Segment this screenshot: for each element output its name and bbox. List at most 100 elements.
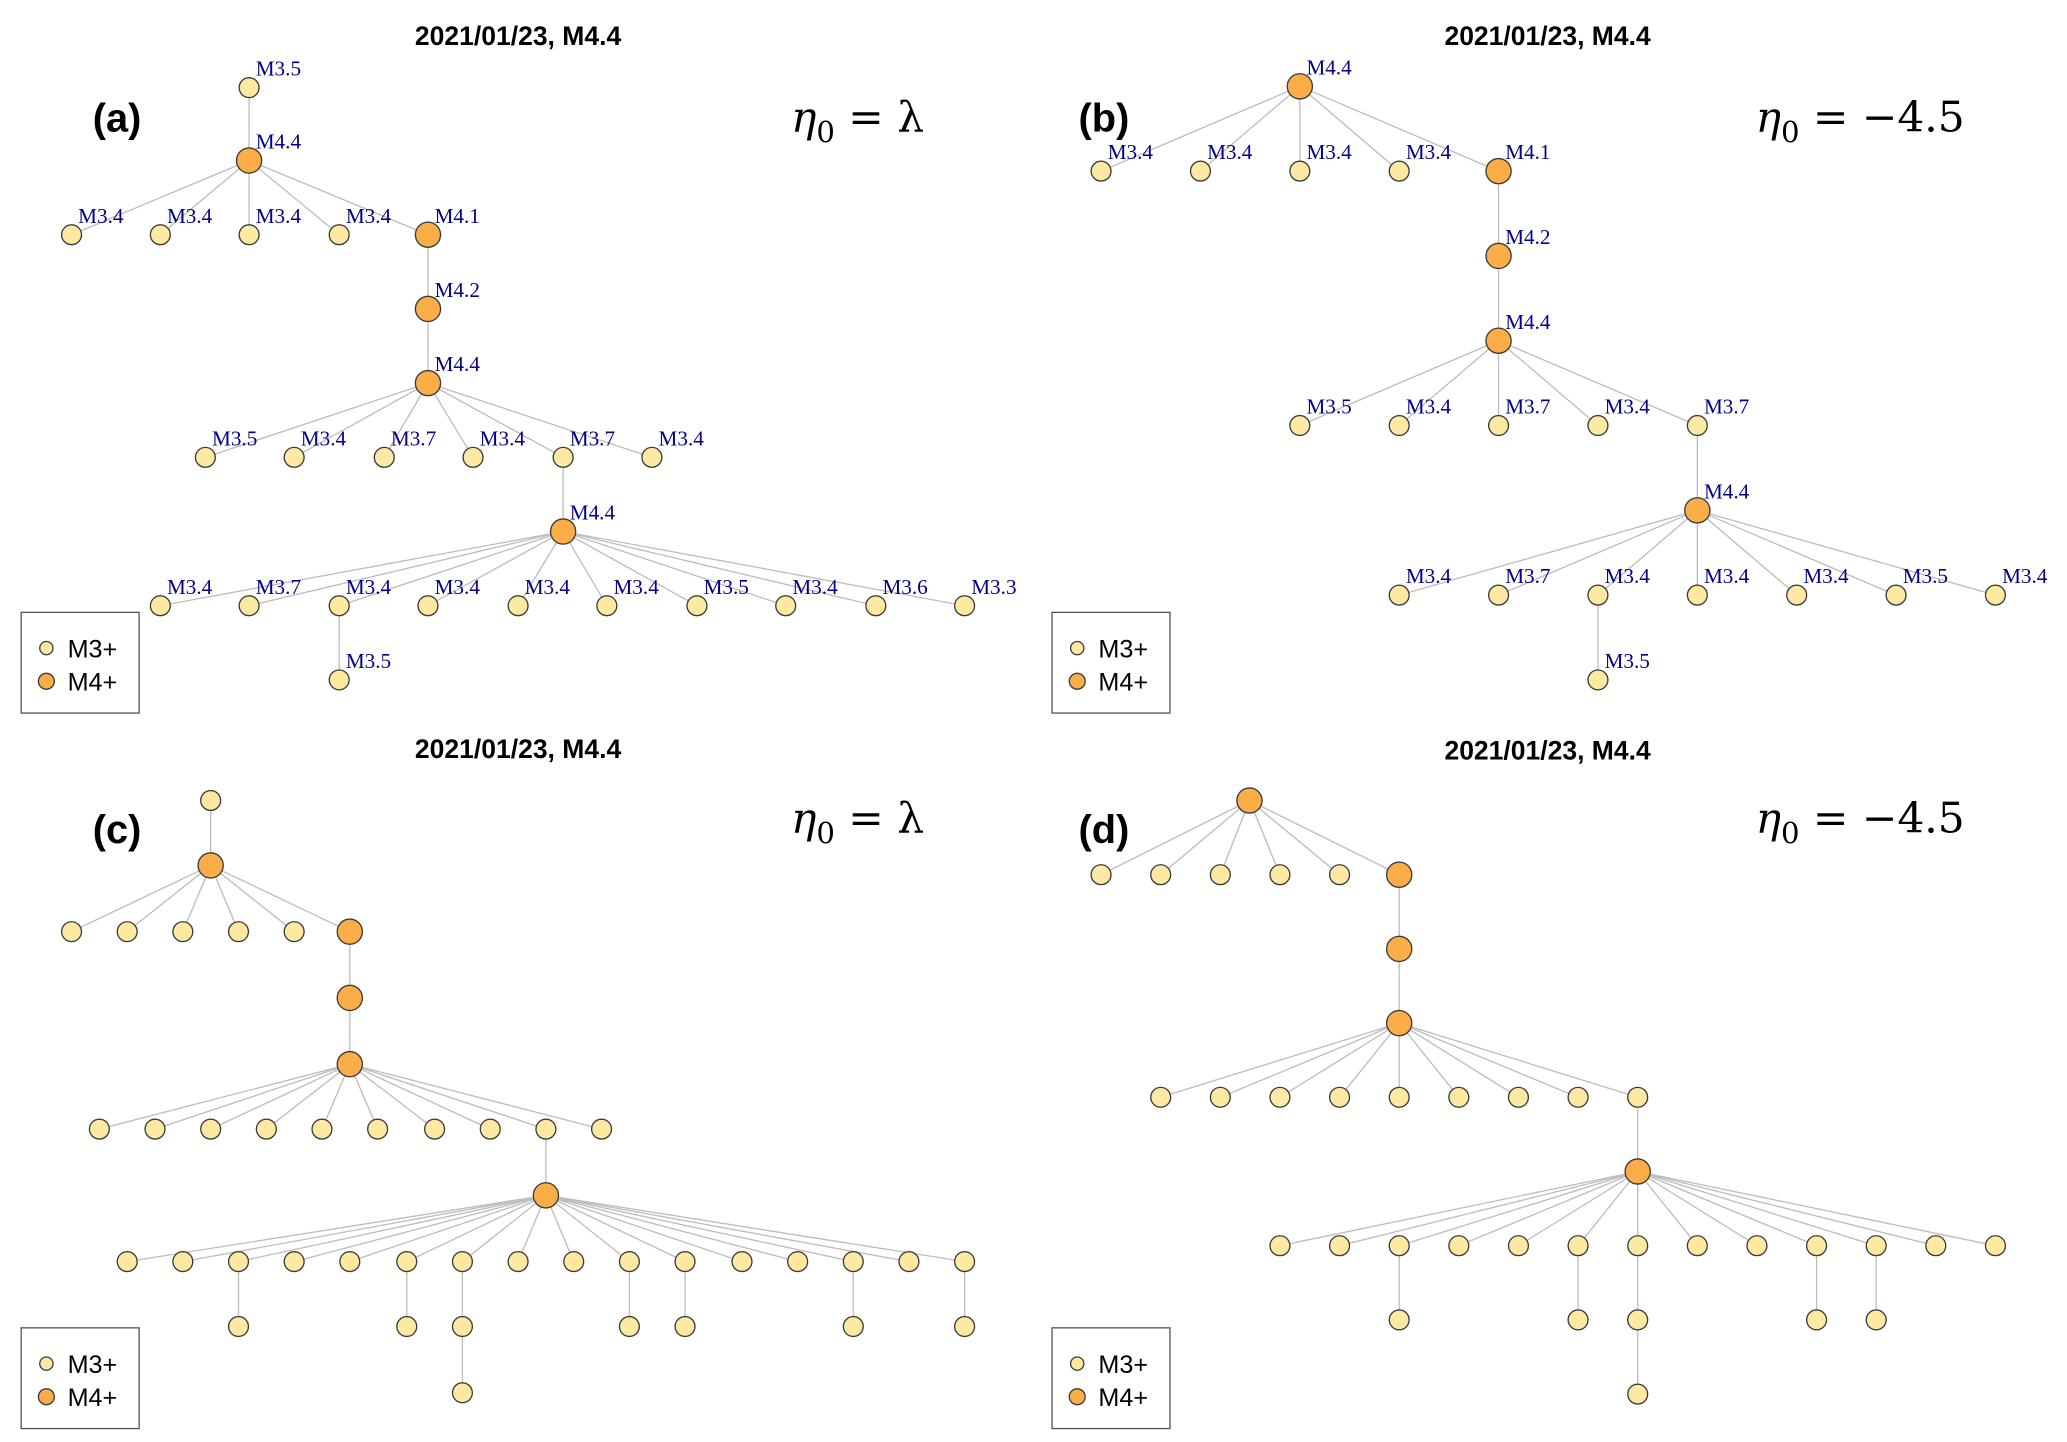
magnitude-label: M3.4 bbox=[1406, 140, 1452, 164]
tree-edge bbox=[406, 1194, 547, 1263]
legend-marker bbox=[1069, 1356, 1085, 1371]
event-node-m3 bbox=[1805, 1235, 1828, 1257]
tree-edge bbox=[127, 1194, 547, 1263]
event-node-m3 bbox=[227, 921, 250, 943]
eta-equation: η0 = −4.5 bbox=[1756, 92, 1965, 149]
event-node-m3 bbox=[172, 921, 194, 943]
panel-label: (c) bbox=[93, 808, 142, 852]
eta-subscript: 0 bbox=[1781, 115, 1800, 149]
event-node-m3 bbox=[590, 1118, 613, 1140]
tree-edge bbox=[265, 1063, 351, 1130]
eta-value: = −4.5 bbox=[1813, 793, 1965, 842]
eta-subscript: 0 bbox=[816, 115, 835, 149]
tree-edge bbox=[1299, 85, 1499, 172]
event-node-m3 bbox=[227, 1315, 250, 1338]
tree-edge bbox=[293, 382, 429, 458]
magnitude-label: M3.5 bbox=[1605, 649, 1650, 673]
event-node-m3 bbox=[200, 1118, 222, 1140]
eta-value: = λ bbox=[848, 92, 924, 141]
nodes bbox=[60, 789, 976, 1404]
tree-edge bbox=[1637, 1170, 1758, 1247]
event-node-m4 bbox=[1485, 327, 1512, 354]
event-node-m3 bbox=[451, 1251, 474, 1273]
event-node-m3 bbox=[1487, 414, 1510, 437]
event-node-m4 bbox=[336, 1050, 364, 1078]
magnitude-label: M3.4 bbox=[659, 426, 705, 450]
tree-edge bbox=[126, 864, 212, 933]
legend-entry: M3+ bbox=[68, 635, 118, 663]
edges bbox=[71, 87, 965, 680]
magnitude-label: M4.1 bbox=[1505, 140, 1550, 164]
event-node-m3 bbox=[283, 921, 305, 943]
event-node-m4 bbox=[1236, 787, 1263, 814]
event-node-m3 bbox=[674, 1251, 696, 1273]
magnitude-label: M3.7 bbox=[391, 426, 436, 450]
event-node-m3 bbox=[1587, 669, 1609, 691]
tree-edge bbox=[1399, 509, 1698, 596]
event-node-m3 bbox=[1090, 864, 1112, 886]
edges bbox=[1100, 85, 1996, 680]
legend-marker bbox=[37, 672, 55, 690]
magnitude-label: M3.4 bbox=[1108, 140, 1154, 164]
event-node-m3 bbox=[339, 1251, 361, 1273]
magnitude-label: M3.6 bbox=[882, 575, 927, 599]
magnitude-label: M3.5 bbox=[212, 426, 257, 450]
legend-entry: M4+ bbox=[68, 669, 118, 697]
legend-marker bbox=[1069, 640, 1085, 656]
event-node-m3 bbox=[1507, 1235, 1530, 1257]
event-node-m3 bbox=[563, 1251, 585, 1273]
event-node-m3 bbox=[238, 595, 260, 617]
tree-edge bbox=[1637, 1170, 1996, 1247]
magnitude-label: M4.4 bbox=[1505, 310, 1551, 334]
event-node-m4 bbox=[414, 369, 442, 397]
event-node-m4 bbox=[336, 918, 364, 945]
event-node-m3 bbox=[283, 446, 305, 468]
event-node-m3 bbox=[283, 1251, 305, 1273]
event-node-m4 bbox=[414, 295, 442, 323]
event-node-m3 bbox=[1686, 414, 1708, 437]
event-node-m4 bbox=[1684, 497, 1711, 524]
nodes bbox=[1090, 787, 2007, 1405]
event-node-m4 bbox=[235, 147, 263, 174]
event-node-m3 bbox=[1388, 1235, 1410, 1257]
tree-edge bbox=[427, 382, 474, 458]
magnitude-label: M4.4 bbox=[256, 130, 302, 154]
tree-edge bbox=[1518, 1170, 1639, 1247]
event-node-m3 bbox=[552, 446, 574, 468]
event-node-m3 bbox=[462, 446, 484, 468]
tree-edge bbox=[1637, 1170, 1877, 1247]
tree-edge bbox=[71, 864, 211, 933]
tree-edge bbox=[248, 159, 429, 236]
legend-marker bbox=[1068, 1388, 1086, 1406]
event-node-m3 bbox=[238, 77, 260, 99]
event-node-m3 bbox=[1746, 1235, 1768, 1257]
event-node-m3 bbox=[144, 1118, 166, 1140]
magnitude-label: M3.5 bbox=[1903, 564, 1948, 588]
event-node-m3 bbox=[396, 1251, 418, 1273]
tree-edge bbox=[1219, 800, 1251, 875]
magnitude-label: M3.4 bbox=[256, 204, 302, 228]
event-node-m3 bbox=[451, 1315, 474, 1338]
legend: M3+M4+ bbox=[20, 611, 140, 714]
magnitude-label: M3.4 bbox=[167, 575, 213, 599]
event-node-m4 bbox=[1385, 861, 1413, 888]
tree-edge bbox=[1398, 1022, 1519, 1098]
tree-edge bbox=[1249, 799, 1340, 876]
event-node-m3 bbox=[1627, 1086, 1649, 1108]
magnitude-label: M3.4 bbox=[1605, 395, 1651, 419]
panel-title: 2021/01/23, M4.4 bbox=[415, 734, 622, 764]
panel-label: (a) bbox=[93, 96, 142, 140]
event-node-m3 bbox=[1627, 1235, 1649, 1257]
tree-edge bbox=[210, 864, 351, 933]
event-node-m3 bbox=[1269, 1086, 1291, 1108]
tree-edge bbox=[338, 530, 564, 607]
legend: M3+M4+ bbox=[20, 1327, 140, 1430]
magnitude-label: M4.4 bbox=[570, 501, 616, 525]
tree-edge bbox=[562, 530, 876, 607]
tree-edge bbox=[248, 160, 340, 236]
edges bbox=[1100, 799, 1996, 1395]
legend-marker bbox=[39, 1356, 54, 1371]
event-node-m3 bbox=[328, 595, 350, 617]
tree-edge bbox=[545, 1194, 743, 1263]
tree-edge bbox=[545, 1194, 965, 1263]
